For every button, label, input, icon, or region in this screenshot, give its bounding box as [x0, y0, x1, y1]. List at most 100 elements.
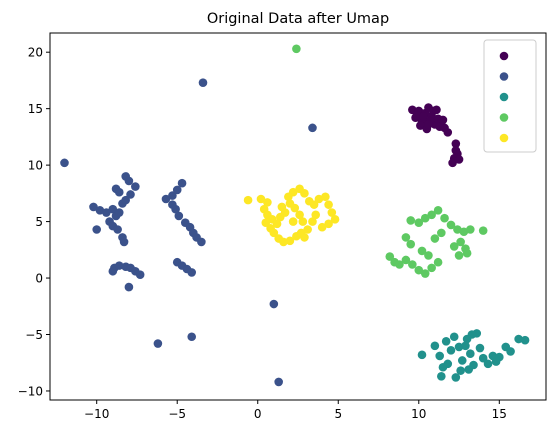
data-point-series-4 — [437, 228, 446, 238]
data-point-series-3 — [437, 371, 446, 381]
data-point-series-4 — [454, 251, 464, 260]
data-point-series-2 — [121, 172, 130, 181]
data-point-series-1 — [451, 146, 461, 155]
legend — [483, 39, 537, 153]
data-point-series-3 — [520, 335, 530, 345]
data-point-series-2 — [172, 185, 182, 195]
data-point-series-2 — [92, 225, 101, 234]
data-point-series-5 — [298, 217, 308, 226]
data-point-series-1 — [412, 111, 422, 120]
data-point-series-3 — [506, 347, 515, 356]
legend-marker-series-4 — [499, 113, 509, 122]
data-point-series-4 — [427, 210, 436, 220]
data-point-series-4 — [433, 205, 443, 215]
data-point-series-4 — [427, 263, 436, 273]
data-point-series-1 — [416, 121, 425, 130]
data-point-series-5 — [243, 195, 253, 205]
data-point-series-4 — [406, 216, 416, 225]
data-point-series-4 — [414, 218, 424, 228]
y-tick-label: 0 — [35, 272, 43, 286]
data-point-series-5 — [330, 215, 340, 224]
data-point-series-3 — [466, 349, 475, 359]
legend-marker-series-2 — [499, 72, 509, 81]
data-point-series-4 — [292, 44, 301, 54]
data-point-series-2 — [197, 237, 206, 247]
data-point-series-5 — [308, 217, 317, 226]
data-point-series-4 — [433, 257, 443, 267]
axes-frame — [49, 32, 547, 401]
data-point-series-2 — [274, 377, 283, 387]
data-point-series-2 — [171, 204, 180, 214]
data-point-series-5 — [261, 218, 271, 228]
data-point-series-4 — [420, 269, 430, 278]
data-point-series-4 — [430, 234, 440, 243]
data-point-series-2 — [108, 266, 118, 276]
data-point-series-1 — [424, 120, 433, 129]
data-point-series-5 — [272, 219, 282, 229]
data-point-series-2 — [114, 208, 124, 217]
chart-title: Original Data after Umap — [207, 11, 389, 27]
data-point-series-5 — [303, 225, 312, 234]
x-tick-label: −5 — [168, 407, 186, 421]
data-point-series-4 — [440, 213, 449, 223]
data-point-series-3 — [435, 351, 445, 361]
data-point-series-4 — [446, 220, 456, 230]
legend-box — [483, 39, 537, 153]
data-point-series-1 — [443, 128, 453, 137]
legend-marker-series-3 — [499, 92, 509, 102]
data-point-series-5 — [269, 228, 279, 238]
data-point-series-3 — [483, 359, 493, 369]
data-point-series-5 — [309, 200, 319, 209]
data-point-series-1 — [451, 139, 461, 148]
legend-marker-series-5 — [499, 133, 509, 143]
x-tick-label: 10 — [411, 407, 426, 421]
data-point-series-3 — [464, 365, 474, 374]
data-point-series-3 — [443, 359, 453, 369]
data-point-series-3 — [417, 350, 427, 360]
data-point-series-1 — [435, 122, 445, 132]
x-tick-label: −10 — [84, 407, 109, 421]
data-point-series-2 — [269, 299, 279, 309]
data-point-series-2 — [135, 270, 145, 279]
data-point-series-2 — [121, 195, 130, 205]
data-point-series-5 — [285, 199, 295, 208]
data-point-series-5 — [324, 200, 333, 209]
data-point-series-1 — [448, 158, 457, 168]
data-point-series-5 — [327, 208, 337, 217]
data-point-series-3 — [449, 332, 459, 342]
data-point-series-4 — [414, 265, 424, 275]
data-point-series-3 — [451, 373, 461, 382]
data-point-series-5 — [288, 217, 298, 226]
data-point-series-5 — [317, 222, 327, 232]
data-point-series-5 — [288, 187, 298, 197]
data-point-series-2 — [60, 158, 69, 168]
data-point-series-5 — [275, 212, 285, 222]
data-point-series-1 — [432, 105, 441, 115]
data-point-series-2 — [113, 225, 122, 234]
data-point-series-2 — [187, 332, 197, 342]
data-point-series-2 — [102, 208, 111, 217]
data-point-series-3 — [457, 356, 467, 365]
data-point-series-1 — [454, 155, 464, 164]
data-point-series-3 — [456, 366, 465, 375]
data-point-series-4 — [408, 260, 417, 269]
y-tick-label: 5 — [35, 215, 43, 229]
data-point-series-4 — [395, 260, 404, 269]
data-point-series-5 — [321, 192, 330, 202]
data-point-series-4 — [385, 252, 395, 261]
data-point-series-4 — [478, 226, 488, 235]
axis-ticks: −10 −5 0 5 10 15 −10 −5 0 5 10 15 20 — [18, 46, 507, 421]
data-point-series-5 — [256, 194, 266, 204]
data-point-series-3 — [491, 357, 501, 366]
y-tick-label: 10 — [28, 159, 43, 173]
data-point-series-3 — [441, 336, 451, 346]
data-point-series-4 — [401, 255, 411, 265]
data-point-series-2 — [308, 123, 317, 133]
y-tick-label: 20 — [28, 46, 43, 60]
data-point-series-5 — [295, 210, 304, 220]
data-point-series-4 — [456, 237, 465, 247]
x-tick-label: 15 — [492, 407, 507, 421]
data-point-series-2 — [153, 339, 163, 348]
data-point-series-3 — [478, 353, 488, 363]
